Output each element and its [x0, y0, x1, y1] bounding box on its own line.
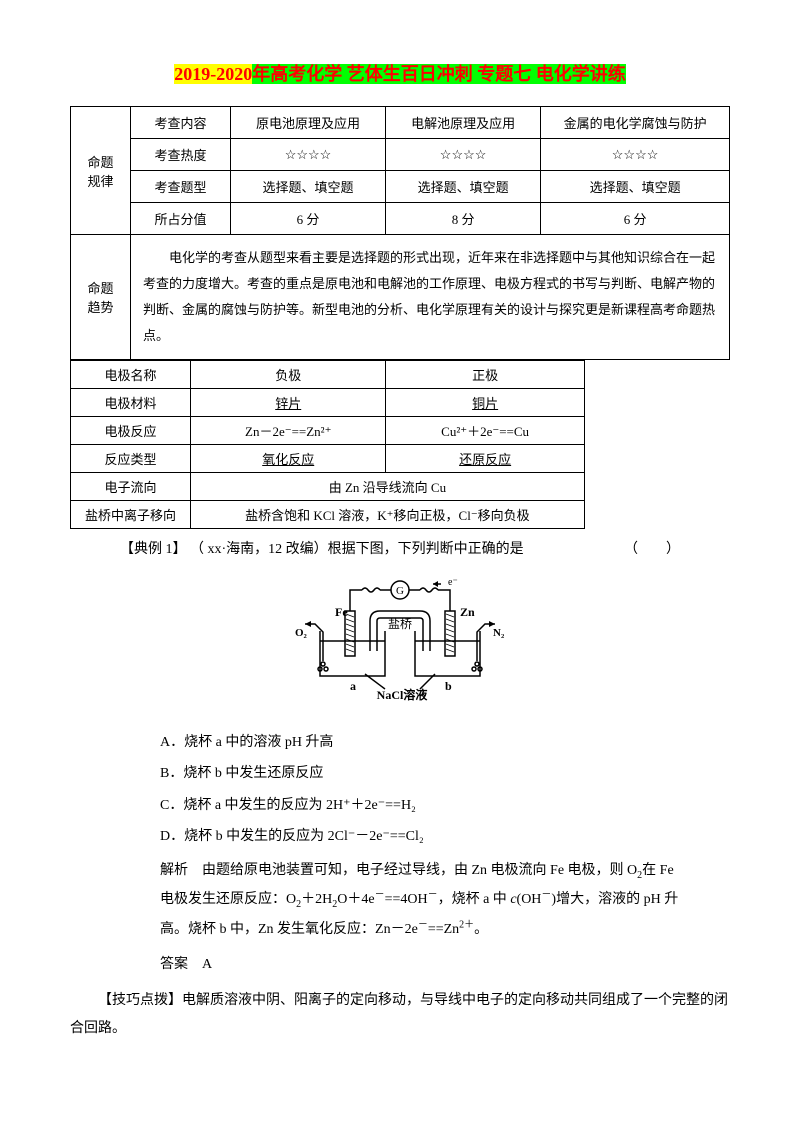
cell: 还原反应	[386, 445, 584, 473]
cell: 6 分	[541, 203, 730, 235]
cell: 原电池原理及应用	[231, 107, 386, 139]
cell: Cu²⁺＋2e⁻==Cu	[386, 417, 584, 445]
cell: 选择题、填空题	[541, 171, 730, 203]
cell: 电极反应	[71, 417, 191, 445]
explanation: 解析 由题给原电池装置可知，电子经过导线，由 Zn 电极流向 Fe 电极，则 O…	[160, 857, 680, 944]
svg-text:a: a	[350, 679, 356, 693]
cell: 考查内容	[131, 107, 231, 139]
cell: 选择题、填空题	[386, 171, 541, 203]
example-label: 【典例 1】	[120, 542, 187, 557]
tip-label: 【技巧点拨】	[98, 993, 182, 1008]
option-d: D．烧杯 b 中发生的反应为 2Cl⁻－2e⁻==Cl₂	[160, 824, 680, 849]
cell: 锌片	[191, 389, 386, 417]
example-paren: （ ）	[624, 537, 680, 562]
cell: 由 Zn 沿导线流向 Cu	[191, 473, 585, 501]
example-source: （ xx·海南，12 改编）根据下图，下列判断中正确的是	[190, 542, 524, 557]
cell: Zn－2e⁻==Zn²⁺	[191, 417, 386, 445]
cell: 铜片	[386, 389, 584, 417]
svg-text:e⁻: e⁻	[448, 577, 458, 588]
cell: 反应类型	[71, 445, 191, 473]
cell: 盐桥含饱和 KCl 溶液，K⁺移向正极，Cl⁻移向负极	[191, 501, 585, 529]
cell: ☆☆☆☆	[231, 139, 386, 171]
svg-text:b: b	[445, 679, 452, 693]
cell: 所占分值	[131, 203, 231, 235]
cell: 负极	[191, 361, 386, 389]
title-part-1: 2019-2020	[174, 64, 252, 84]
cell: 氧化反应	[191, 445, 386, 473]
svg-text:Zn: Zn	[460, 605, 475, 619]
trend-label: 命题趋势	[71, 235, 131, 360]
cell: 正极	[386, 361, 584, 389]
option-b: B．烧杯 b 中发生还原反应	[160, 761, 680, 786]
title-part-2: 年高考化学 艺体生百日冲刺 专题七 电化学讲练	[252, 64, 626, 84]
example-line: 【典例 1】 （ xx·海南，12 改编）根据下图，下列判断中正确的是 （ ）	[120, 537, 680, 562]
page-title: 2019-2020年高考化学 艺体生百日冲刺 专题七 电化学讲练	[70, 60, 730, 86]
rules-table: 命题规律 考查内容 原电池原理及应用 电解池原理及应用 金属的电化学腐蚀与防护 …	[70, 106, 730, 360]
cell: 电子流向	[71, 473, 191, 501]
svg-text:O₂: O₂	[295, 627, 308, 639]
cell: 电极材料	[71, 389, 191, 417]
trend-text: 电化学的考查从题型来看主要是选择题的形式出现，近年来在非选择题中与其他知识综合在…	[131, 235, 730, 360]
svg-text:N₂: N₂	[493, 627, 505, 639]
cell: ☆☆☆☆	[386, 139, 541, 171]
cell: 盐桥中离子移向	[71, 501, 191, 529]
rules-label: 命题规律	[71, 107, 131, 235]
tip-block: 【技巧点拨】电解质溶液中阴、阳离子的定向移动，与导线中电子的定向移动共同组成了一…	[70, 987, 730, 1043]
answer: 答案 A	[160, 952, 680, 977]
svg-text:NaCl溶液: NaCl溶液	[377, 687, 428, 702]
option-a: A．烧杯 a 中的溶液 pH 升高	[160, 730, 680, 755]
cell: 电极名称	[71, 361, 191, 389]
cell: 考查热度	[131, 139, 231, 171]
svg-text:G: G	[396, 585, 404, 597]
svg-text:盐桥: 盐桥	[388, 617, 412, 631]
explain-text: 由题给原电池装置可知，电子经过导线，由 Zn 电极流向 Fe 电极，则 O2在 …	[160, 863, 678, 937]
cell: 金属的电化学腐蚀与防护	[541, 107, 730, 139]
option-c: C．烧杯 a 中发生的反应为 2H⁺＋2e⁻==H₂	[160, 793, 680, 818]
cell: 8 分	[386, 203, 541, 235]
cell: 选择题、填空题	[231, 171, 386, 203]
cell: 电解池原理及应用	[386, 107, 541, 139]
cell: 考查题型	[131, 171, 231, 203]
cell: 6 分	[231, 203, 386, 235]
electrode-table: 电极名称 负极 正极 电极材料 锌片 铜片 电极反应 Zn－2e⁻==Zn²⁺ …	[70, 360, 585, 529]
svg-text:Fe: Fe	[335, 605, 348, 619]
circuit-diagram: G e⁻ Fe Zn	[120, 576, 680, 716]
cell: ☆☆☆☆	[541, 139, 730, 171]
